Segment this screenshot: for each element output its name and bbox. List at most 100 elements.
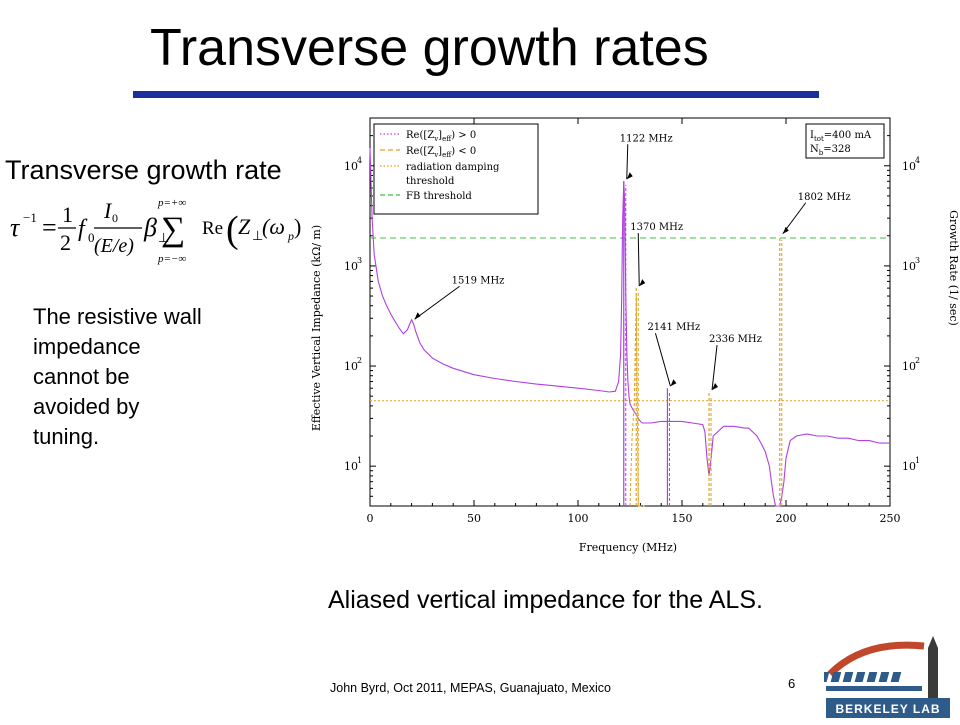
formula-tau: τ [10, 213, 21, 242]
legend-label: FB threshold [406, 191, 472, 202]
formula-omega-sub: p [287, 229, 294, 243]
x-tick-label: 150 [672, 512, 693, 525]
legend-sub: v [433, 135, 438, 143]
formula-f0: f [78, 216, 88, 242]
formula-equals: = [42, 213, 57, 242]
x-tick-label: 100 [568, 512, 589, 525]
annotation-arrow [626, 144, 629, 180]
x-axis-label: Frequency (MHz) [579, 541, 677, 554]
legend-text: ] [438, 146, 442, 157]
annotation-arrowhead [712, 383, 719, 391]
info-text: =328 [823, 144, 850, 155]
info-border [805, 123, 885, 159]
series-negative-line [629, 295, 645, 507]
paragraph-line: tuning. [33, 424, 100, 449]
formula-frac1-den: 2 [60, 230, 71, 255]
annotation-arrowhead [782, 226, 789, 234]
formula-z-sub: ⊥ [252, 228, 263, 243]
legend-text: ] [438, 130, 442, 141]
annotation-arrow [414, 285, 460, 320]
annotation-arrow [654, 333, 671, 387]
logo-tower-icon [928, 636, 938, 700]
title-underline [133, 91, 819, 98]
formula-tau-exp: −1 [23, 210, 37, 225]
impedance-chart: 0 50 100 150 200 250 10 1 10 2 10 3 10 4 10 1 10 2 10 3 10 4 … [300, 108, 960, 573]
info-sub: b [819, 149, 824, 157]
y-tick-label-exp: 3 [357, 256, 362, 265]
chart-series [369, 148, 890, 507]
legend-label: radiation damping [406, 162, 500, 173]
logo-banner [826, 698, 950, 718]
chart-legend: Re([Zv]eff) > 0 Re([Zv]eff) < 0 radiation … [373, 123, 539, 215]
formula-omega: (ω [262, 214, 285, 239]
y-tick-label-base: 10 [902, 160, 916, 173]
y-tick-label-base: 10 [344, 160, 358, 173]
y-tick-label-base: 10 [902, 460, 916, 473]
formula-frac2-den: (E/e) [94, 235, 134, 257]
legend-text: ) > 0 [451, 130, 476, 141]
formula-sum-lower: p=−∞ [157, 253, 186, 265]
formula-z: Z [238, 214, 251, 239]
y-tick-label-exp: 1 [357, 456, 362, 465]
berkeley-lab-logo: BERKELEY LAB [818, 632, 954, 725]
legend-label: Re([Zv]eff) < 0 [406, 146, 476, 159]
paragraph-line: cannot be [33, 364, 130, 389]
subtitle: Transverse growth rate [5, 155, 282, 185]
legend-sub: eff [442, 135, 452, 143]
formula-beta-sub: ⊥ [158, 230, 169, 245]
threshold-lines [370, 237, 890, 402]
info-text: =400 mA [824, 130, 872, 141]
y-tick-label-base: 10 [344, 260, 358, 273]
paragraph-line: avoided by [33, 394, 140, 419]
formula-beta: β [143, 213, 157, 242]
formula-frac2-num: I [103, 198, 113, 223]
legend-box [373, 123, 539, 215]
x-tick-label: 50 [467, 512, 481, 525]
formula-re: Re [202, 218, 223, 239]
y-tick-label-exp: 3 [915, 256, 920, 265]
legend-label: Re([Zv]eff) > 0 [406, 130, 476, 143]
chart-annotations: 1519 MHz 1122 MHz 1370 MHz 2141 MHz 2336 MHz… [414, 133, 851, 391]
x-tick-label: 200 [776, 512, 797, 525]
slide-title: Transverse growth rates [150, 19, 709, 77]
formula-frac2-num-sub: 0 [112, 211, 118, 225]
logo-arc-icon [827, 641, 925, 677]
annotation-arrowhead [626, 172, 633, 180]
logo-buildings-icon [818, 672, 922, 691]
footer-text: John Byrd, Oct 2011, MEPAS, Guanajuato, … [330, 681, 611, 695]
x-tick-label: 0 [367, 512, 374, 525]
formula-paren-open: ( [226, 209, 239, 251]
legend-text: ) < 0 [451, 146, 476, 157]
y-tick-label-base: 10 [344, 460, 358, 473]
formula-frac1-num: 1 [62, 202, 73, 227]
annotation-arrow [637, 233, 640, 287]
y-tick-label-exp: 4 [915, 156, 920, 165]
annotation-label: 2336 MHz [709, 334, 762, 345]
annotation-label: 2141 MHz [647, 322, 700, 333]
x-tick-label: 250 [880, 512, 901, 525]
annotation-arrowhead [639, 279, 646, 287]
annotation-label: 1122 MHz [620, 133, 673, 144]
y-tick-label-exp: 2 [915, 356, 920, 365]
y-tick-label-exp: 4 [357, 156, 362, 165]
logo-text: BERKELEY LAB [835, 702, 940, 716]
explanation-paragraph: The resistive wall impedance cannot be a… [33, 302, 283, 452]
annotation-label: 1802 MHz [798, 192, 851, 203]
y-tick-label-exp: 1 [915, 456, 920, 465]
y-tick-label-base: 10 [344, 360, 358, 373]
info-line1: Itot=400 mA [810, 130, 872, 143]
formula-sum: ∑ [161, 211, 185, 248]
y-tick-label-base: 10 [902, 260, 916, 273]
y-tick-label-base: 10 [902, 360, 916, 373]
annotation-arrowhead [670, 379, 677, 387]
annotation-arrow [711, 344, 718, 391]
annotation-label: 1370 MHz [630, 222, 683, 233]
legend-sub: eff [442, 151, 452, 159]
info-sub: tot [814, 135, 824, 143]
y-axis-label: Effective Vertical Impedance (kΩ/ m) [310, 225, 323, 431]
chart-caption: Aliased vertical impedance for the ALS. [328, 586, 763, 614]
legend-sub: v [433, 151, 438, 159]
growth-rate-formula: τ −1 = 1 2 f 0 I 0 (E/e) β ⊥ p=+∞ ∑ p=−∞… [8, 192, 308, 275]
